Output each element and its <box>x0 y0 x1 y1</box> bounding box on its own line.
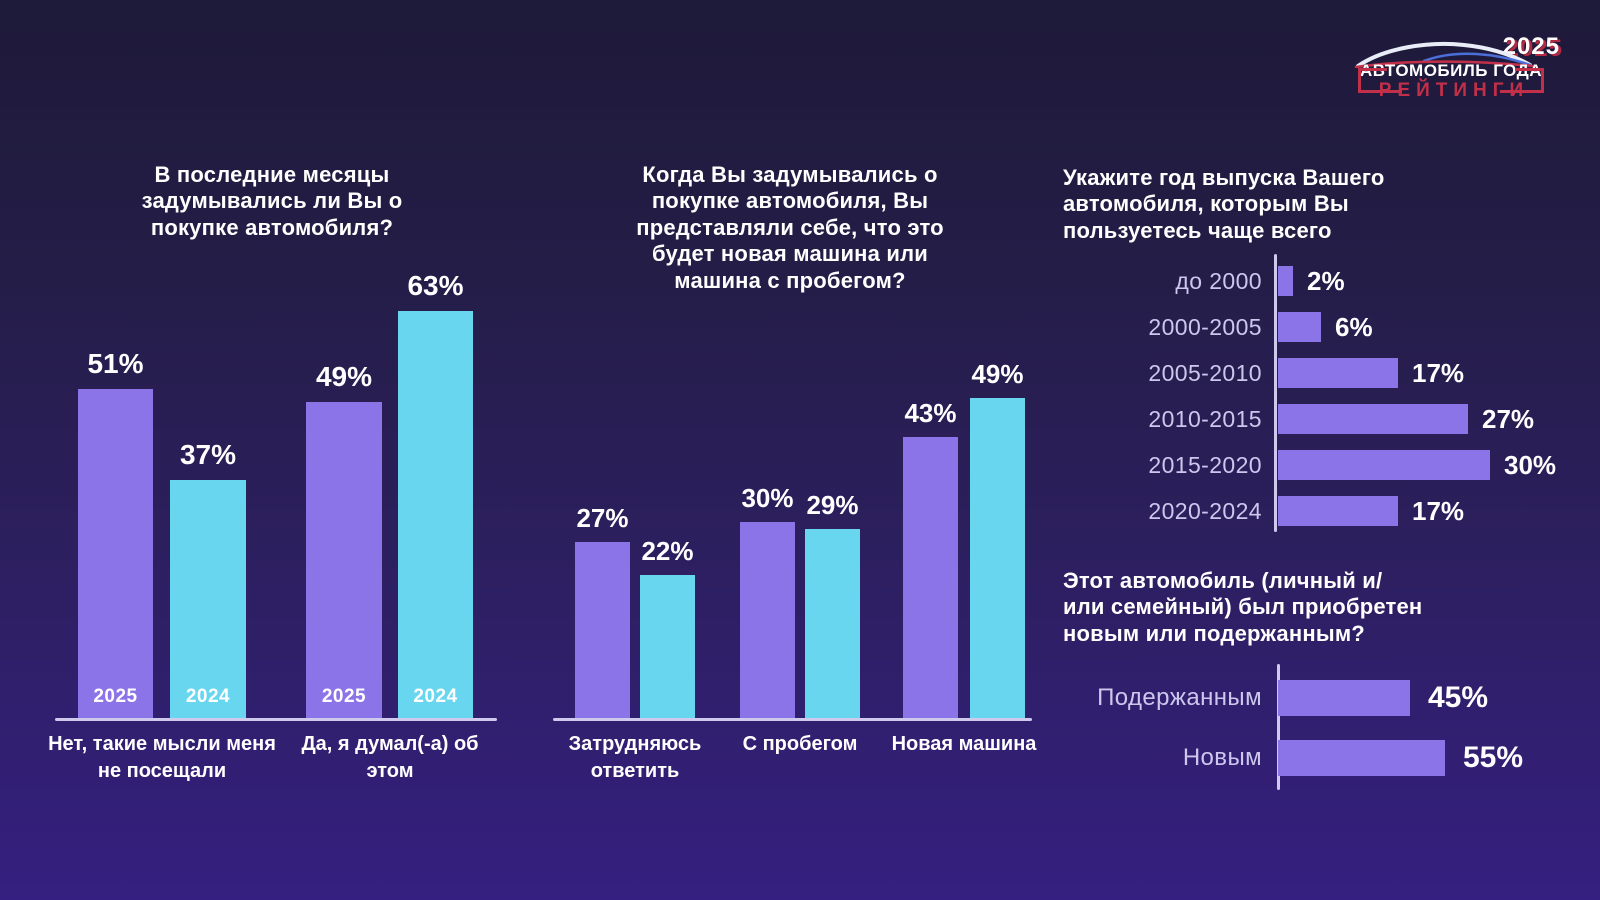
logo-dash-left <box>1358 90 1402 93</box>
car-silhouette-icon <box>1354 41 1534 68</box>
y-axis-line <box>1277 664 1280 790</box>
value-label: 29% <box>806 490 859 520</box>
brand-logo: 2025 АВТОМОБИЛЬ ГОДА РЕЙТИНГИ <box>1330 28 1572 118</box>
bar-2025-new: 43% <box>903 398 958 719</box>
value-label: 49% <box>971 359 1024 389</box>
category-label: Новым <box>1182 744 1262 771</box>
bar <box>1278 680 1410 716</box>
category-label: 2010-2015 <box>1148 405 1262 432</box>
bar-2025-yes: 49% 2025 <box>306 361 382 719</box>
bar-row: Новым 55% <box>1063 740 1523 776</box>
value-label: 2% <box>1307 265 1345 296</box>
year-label: 2025 <box>321 686 367 707</box>
x-axis-line <box>553 718 1032 721</box>
bar-row: 2000-2005 6% <box>1063 312 1373 342</box>
bar <box>1278 404 1468 434</box>
bar-row: 2005-2010 17% <box>1063 358 1464 388</box>
bar-row: 2020-2024 17% <box>1063 496 1464 526</box>
logo-dash-right <box>1500 90 1544 93</box>
chart-title: Когда Вы задумывались о покупке автомоби… <box>636 162 944 293</box>
value-label: 43% <box>904 398 957 428</box>
y-axis-line <box>1274 254 1277 532</box>
bar-row: 2010-2015 27% <box>1063 404 1534 434</box>
bar-2024-yes: 63% 2024 <box>398 270 473 719</box>
logo-bracket-right <box>1515 68 1544 93</box>
bar-2024-no: 37% 2024 <box>170 439 246 719</box>
category-label: до 2000 <box>1175 267 1262 294</box>
value-label: 51% <box>87 348 144 379</box>
year-label: 2024 <box>413 686 458 707</box>
bar-row: 2015-2020 30% <box>1063 450 1556 480</box>
value-label: 55% <box>1463 741 1524 774</box>
bar <box>1278 312 1321 342</box>
bar-2025-no: 51% 2025 <box>78 348 153 719</box>
category-label: Затрудняюсь ответить <box>568 733 702 782</box>
chart-title: В последние месяцы задумывались ли Вы о … <box>141 162 403 240</box>
bar-2024-used: 29% <box>805 490 860 719</box>
value-label: 30% <box>1504 449 1557 480</box>
category-label: 2015-2020 <box>1148 451 1262 478</box>
bar <box>1278 496 1398 526</box>
category-label: 2005-2010 <box>1148 359 1262 386</box>
value-label: 30% <box>741 483 794 513</box>
value-label: 27% <box>1482 403 1535 434</box>
value-label: 49% <box>315 361 373 392</box>
category-label: 2000-2005 <box>1148 313 1262 340</box>
value-label: 22% <box>641 536 694 566</box>
value-label: 63% <box>407 270 464 301</box>
logo-title: АВТОМОБИЛЬ ГОДА <box>1359 61 1543 80</box>
logo-bracket-left <box>1358 68 1387 93</box>
bar <box>1278 358 1398 388</box>
value-label: 27% <box>576 503 629 533</box>
bar-row: Подержанным 45% <box>1063 680 1488 716</box>
bar-2025-used: 30% <box>740 483 795 719</box>
value-label: 17% <box>1412 495 1465 526</box>
category-label: Да, я думал(-а) об этом <box>301 733 479 782</box>
bar <box>1278 266 1293 296</box>
year-label: 2025 <box>93 686 138 707</box>
category-label: Новая машина <box>891 733 1037 755</box>
logo-subtitle: РЕЙТИНГИ <box>1378 80 1530 101</box>
bar <box>1278 740 1445 776</box>
value-label: 17% <box>1412 357 1465 388</box>
chart-title: Укажите год выпуска Вашего автомобиля, к… <box>1063 165 1385 243</box>
chart-title: Этот автомобиль (личный и/или семейный) … <box>1063 568 1423 646</box>
category-label: Подержанным <box>1097 684 1262 711</box>
category-label: С пробегом <box>742 733 858 755</box>
bar-2025-undecided: 27% <box>575 503 630 719</box>
category-label: Нет, такие мысли меня не посещали <box>48 733 276 782</box>
value-label: 6% <box>1335 311 1373 342</box>
bar-2024-undecided: 22% <box>640 536 695 719</box>
bar-row: до 2000 2% <box>1063 266 1345 296</box>
year-label: 2024 <box>185 686 231 707</box>
value-label: 37% <box>179 439 237 470</box>
bar <box>1278 450 1490 480</box>
bar-2024-new: 49% <box>970 359 1025 719</box>
x-axis-line <box>55 718 497 721</box>
value-label: 45% <box>1428 681 1489 714</box>
category-label: 2020-2024 <box>1148 497 1262 524</box>
